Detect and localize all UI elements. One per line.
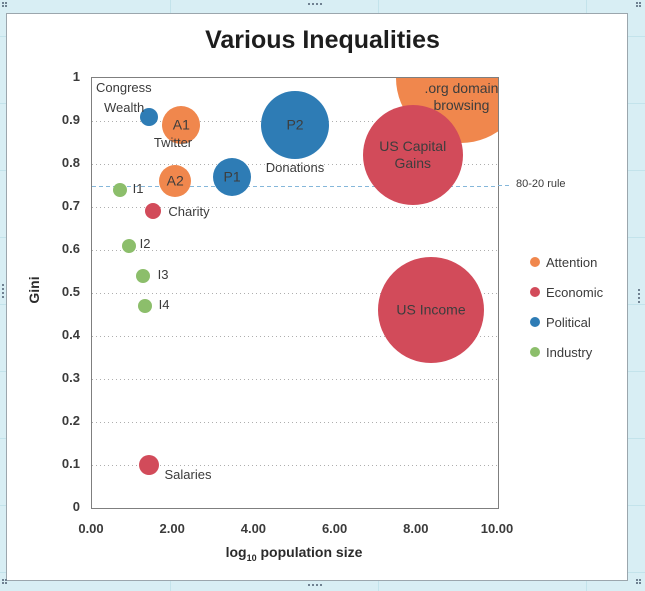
- selection-handle-bottom-left[interactable]: [2, 579, 4, 581]
- legend-item-attention[interactable]: Attention: [530, 247, 603, 277]
- x-axis-title-prefix: log: [225, 544, 247, 560]
- x-tick-label-2.00: 2.00: [159, 521, 185, 536]
- x-axis-title-suffix: population size: [256, 544, 363, 560]
- bubble-i1[interactable]: [113, 182, 128, 197]
- bubble-label-a1: A1: [172, 116, 190, 133]
- gridline-y-0.7: [92, 207, 498, 208]
- 80-20-rule-line: [92, 185, 498, 187]
- y-tick-label-1: 1: [72, 69, 80, 84]
- bubble-i3[interactable]: [135, 268, 150, 283]
- bubble-label-org-domain-browsing: .org domain browsing: [424, 80, 499, 113]
- bubble-p1[interactable]: P1: [213, 157, 252, 196]
- legend-item-industry[interactable]: Industry: [530, 337, 603, 367]
- selection-handle-right-middle[interactable]: [638, 289, 640, 291]
- point-label-donations: Donations: [265, 160, 325, 175]
- legend-item-label: Industry: [546, 344, 593, 360]
- legend-marker-icon: [530, 317, 540, 327]
- bubble-us-capital-gains[interactable]: US Capital Gains: [362, 105, 463, 206]
- bubble-congress[interactable]: [139, 107, 158, 126]
- gridline-y-0.4: [92, 336, 498, 337]
- bubble-label-us-income: US Income: [396, 301, 466, 318]
- legend-item-political[interactable]: Political: [530, 307, 603, 337]
- x-tick-label-4.00: 4.00: [240, 521, 267, 536]
- point-label-i1: I1: [132, 181, 144, 196]
- bubble-us-income[interactable]: US Income: [378, 257, 484, 364]
- gridline-y-0.1: [92, 465, 498, 466]
- gridline-y-0.5: [92, 293, 498, 294]
- selection-handle-bottom-center[interactable]: [308, 584, 310, 586]
- bubble-label-p2: P2: [286, 116, 304, 133]
- y-tick-label-0.2: 0.2: [61, 413, 80, 428]
- point-label-i3: I3: [157, 267, 169, 282]
- bubble-label-a2: A2: [166, 172, 184, 189]
- bubble-i4[interactable]: [137, 298, 152, 313]
- bubble-label-p1: P1: [223, 168, 241, 185]
- point-label-wealth: Wealth: [104, 100, 145, 115]
- 80-20-rule-line-extension: [498, 184, 511, 186]
- bubble-salaries[interactable]: [138, 455, 159, 475]
- x-tick-label-10.00: 10.00: [480, 521, 514, 536]
- y-tick-label-0.4: 0.4: [61, 327, 80, 342]
- legend-item-label: Economic: [546, 284, 604, 300]
- y-tick-label-0.8: 0.8: [61, 155, 80, 170]
- gridline-y-0.3: [92, 379, 498, 380]
- point-label-i2: I2: [139, 236, 151, 251]
- selection-handle-bottom-right[interactable]: [636, 579, 638, 581]
- gridline-y-0.6: [92, 250, 498, 251]
- x-tick-label-8.00: 8.00: [403, 521, 429, 536]
- y-tick-label-0: 0: [72, 499, 80, 514]
- legend-item-label: Political: [546, 314, 591, 330]
- y-tick-label-0.3: 0.3: [61, 370, 80, 385]
- legend-item-economic[interactable]: Economic: [530, 277, 603, 307]
- bubble-a2[interactable]: A2: [159, 165, 192, 198]
- legend-marker-icon: [530, 287, 540, 297]
- point-label-charity: Charity: [168, 204, 210, 219]
- bubble-label-us-capital-gains: US Capital Gains: [379, 138, 447, 172]
- bubble-p2[interactable]: P2: [261, 91, 329, 160]
- selection-handle-top-right[interactable]: [636, 2, 638, 4]
- 80-20-rule-label: 80-20 rule: [516, 177, 566, 190]
- point-label-twitter: Twitter: [153, 135, 193, 150]
- x-axis-title[interactable]: log10 population size: [91, 544, 497, 563]
- selection-handle-top-left[interactable]: [2, 2, 4, 4]
- x-axis-title-subscript: 10: [246, 552, 257, 563]
- legend: Attention Economic Political Industry: [530, 247, 603, 367]
- legend-item-label: Attention: [546, 254, 598, 270]
- point-label-i4: I4: [158, 297, 170, 312]
- selection-handle-left-middle[interactable]: [2, 284, 4, 286]
- y-tick-label-0.5: 0.5: [61, 284, 80, 299]
- plot-area[interactable]: .org domain browsing US Capital Gains P2 P1…: [91, 77, 499, 509]
- legend-marker-icon: [530, 347, 540, 357]
- y-tick-label-0.6: 0.6: [61, 241, 80, 256]
- bubble-charity[interactable]: [144, 203, 161, 220]
- y-tick-label-0.7: 0.7: [61, 198, 80, 213]
- point-label-salaries: Salaries: [164, 467, 212, 482]
- point-label-congress: Congress: [96, 80, 152, 95]
- legend-marker-icon: [530, 257, 540, 267]
- selection-handle-top-center[interactable]: [308, 3, 310, 5]
- gridline-y-0.2: [92, 422, 498, 423]
- chart-title[interactable]: Various Inequalities: [205, 26, 440, 54]
- y-tick-label-0.1: 0.1: [61, 456, 80, 471]
- y-tick-label-0.9: 0.9: [61, 112, 80, 127]
- bubble-a1[interactable]: A1: [162, 106, 201, 145]
- x-tick-label-0.00: 0.00: [78, 521, 104, 536]
- bubble-i2[interactable]: [121, 238, 136, 253]
- x-tick-label-6.00: 6.00: [321, 521, 348, 536]
- gridline-y-0.8: [92, 164, 498, 165]
